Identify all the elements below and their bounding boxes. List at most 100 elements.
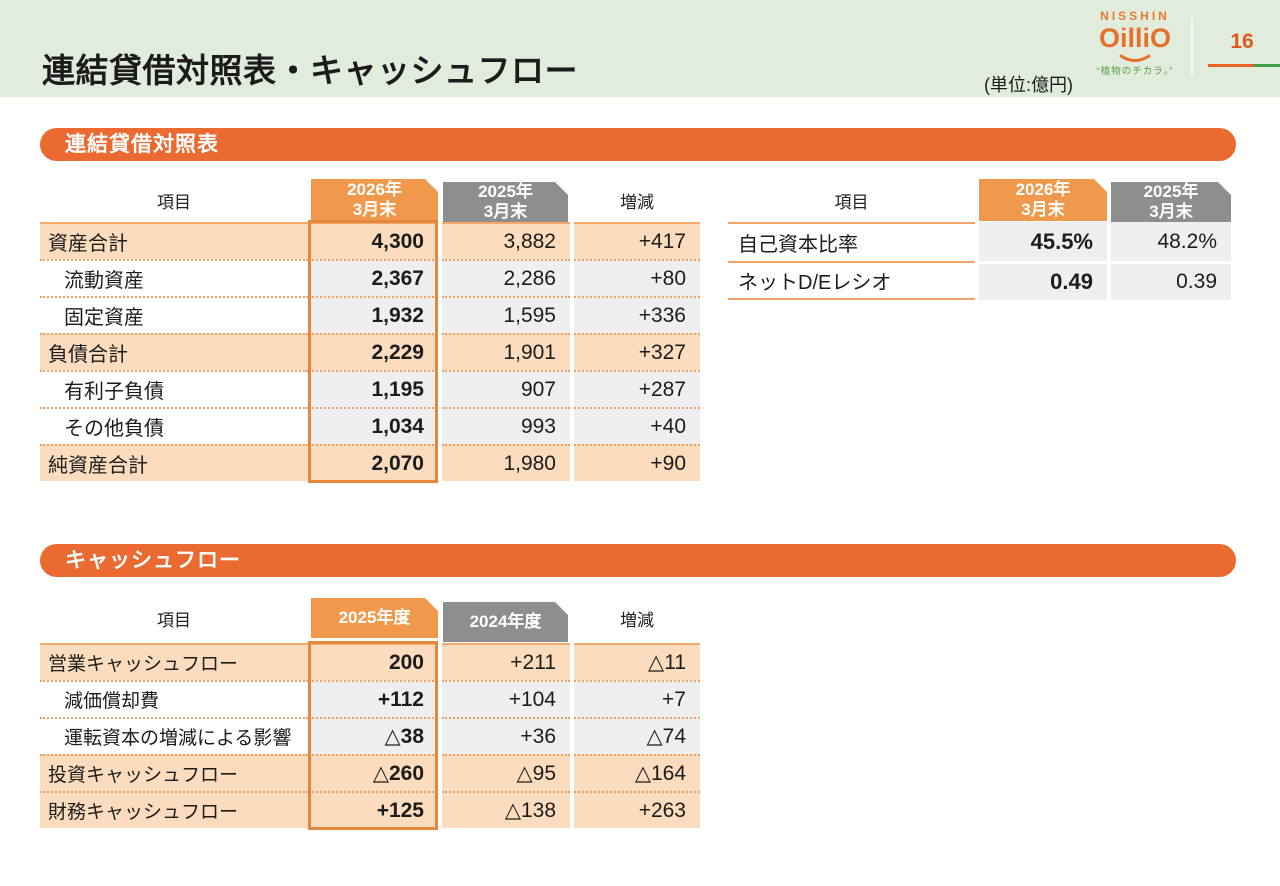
column-gap xyxy=(570,370,574,407)
column-header-change: 増減 xyxy=(620,192,654,212)
value-change: +7 xyxy=(574,680,700,717)
value-prior: △138 xyxy=(442,791,570,828)
value-current: 4,300 xyxy=(308,222,438,259)
value-prior: 907 xyxy=(442,370,570,407)
column-gap xyxy=(570,791,574,828)
column-gap xyxy=(570,643,574,680)
cashflow-table: 項目 2025年度 2024年度 増減 営業キャッシュフロー 200 +211 … xyxy=(40,598,700,830)
value-change: △164 xyxy=(574,754,700,791)
page-underline-green xyxy=(1254,64,1280,67)
column-header-item: 項目 xyxy=(834,192,869,212)
column-gap xyxy=(438,643,442,680)
row-label: ネットD/Eレシオ xyxy=(728,261,975,300)
column-header-prior: 2025年 3月末 xyxy=(443,182,568,222)
value-change: +80 xyxy=(574,259,700,296)
value-prior: +36 xyxy=(442,717,570,754)
value-current: +112 xyxy=(308,680,438,717)
ratio-table: 項目 2026年 3月末 2025年 3月末 自己資本比率 45.5% 48.2… xyxy=(728,179,1231,300)
column-gap xyxy=(438,791,442,828)
value-current: 2,070 xyxy=(308,444,438,481)
table-header-row: 項目 2026年 3月末 2025年 3月末 増減 xyxy=(40,179,700,222)
logo-oillio-text: OilliO xyxy=(1098,23,1171,54)
value-prior: △95 xyxy=(442,754,570,791)
column-gap xyxy=(1107,261,1111,300)
column-gap xyxy=(570,259,574,296)
section-banner-cashflow: キャッシュフロー xyxy=(40,544,1236,577)
table-header-row: 項目 2026年 3月末 2025年 3月末 xyxy=(728,179,1231,222)
page-underline-orange xyxy=(1208,64,1254,67)
value-current: △260 xyxy=(308,754,438,791)
row-label: その他負債 xyxy=(40,407,308,444)
row-label: 減価償却費 xyxy=(40,680,308,717)
column-header-current: 2025年度 xyxy=(311,598,438,638)
column-gap xyxy=(438,259,442,296)
column-header-current: 2026年 3月末 xyxy=(979,179,1107,221)
column-gap xyxy=(570,754,574,791)
column-header-change: 増減 xyxy=(620,610,654,630)
column-gap xyxy=(570,333,574,370)
section-banner-label: キャッシュフロー xyxy=(65,549,241,572)
column-gap xyxy=(438,333,442,370)
value-current: 0.49 xyxy=(979,261,1107,300)
balance-sheet-table: 項目 2026年 3月末 2025年 3月末 増減 資産合計 4,300 3,8… xyxy=(40,179,700,483)
value-current: 2,367 xyxy=(308,259,438,296)
value-change: +287 xyxy=(574,370,700,407)
smile-icon xyxy=(1119,54,1151,62)
page-number: 16 xyxy=(1230,30,1254,53)
row-label: 資産合計 xyxy=(40,222,308,259)
column-header-item: 項目 xyxy=(157,610,191,630)
value-prior: 1,980 xyxy=(442,444,570,481)
column-gap xyxy=(438,444,442,481)
column-gap xyxy=(438,370,442,407)
column-header-current: 2026年 3月末 xyxy=(311,179,438,221)
column-gap xyxy=(570,444,574,481)
value-prior: 3,882 xyxy=(442,222,570,259)
value-current: 1,932 xyxy=(308,296,438,333)
column-header-prior: 2024年度 xyxy=(443,602,568,642)
row-label: 有利子負債 xyxy=(40,370,308,407)
row-label: 財務キャッシュフロー xyxy=(40,791,308,828)
column-gap xyxy=(438,407,442,444)
column-gap xyxy=(438,680,442,717)
value-prior: +104 xyxy=(442,680,570,717)
column-gap xyxy=(438,222,442,259)
column-gap xyxy=(570,296,574,333)
row-label: 投資キャッシュフロー xyxy=(40,754,308,791)
value-current: 45.5% xyxy=(979,222,1107,261)
value-current: 2,229 xyxy=(308,333,438,370)
column-gap xyxy=(438,296,442,333)
row-label: 純資産合計 xyxy=(40,444,308,481)
value-change: +40 xyxy=(574,407,700,444)
row-label: 負債合計 xyxy=(40,333,308,370)
value-prior: 1,901 xyxy=(442,333,570,370)
row-label: 固定資産 xyxy=(40,296,308,333)
value-current: 200 xyxy=(308,643,438,680)
column-gap xyxy=(438,717,442,754)
value-current: 1,034 xyxy=(308,407,438,444)
row-label: 営業キャッシュフロー xyxy=(40,643,308,680)
column-gap xyxy=(570,717,574,754)
value-prior: +211 xyxy=(442,643,570,680)
value-change: +90 xyxy=(574,444,700,481)
value-prior: 993 xyxy=(442,407,570,444)
section-banner-label: 連結貸借対照表 xyxy=(65,133,219,156)
value-prior: 0.39 xyxy=(1111,261,1231,300)
table-body: 営業キャッシュフロー 200 +211 △11 減価償却費 +112 +104 … xyxy=(40,643,700,828)
row-label: 自己資本比率 xyxy=(728,222,975,261)
column-gap xyxy=(570,222,574,259)
page-title: 連結貸借対照表・キャッシュフロー xyxy=(42,52,578,89)
value-current: △38 xyxy=(308,717,438,754)
section-banner-balance-sheet: 連結貸借対照表 xyxy=(40,128,1236,161)
value-prior: 2,286 xyxy=(442,259,570,296)
table-header-row: 項目 2025年度 2024年度 増減 xyxy=(40,598,700,643)
row-label: 運転資本の増減による影響 xyxy=(40,717,308,754)
column-gap xyxy=(1107,222,1111,261)
company-logo: NISSHIN OilliO “植物のチカラ。” xyxy=(1082,9,1188,77)
divider xyxy=(1191,18,1193,75)
slide-header-band: 連結貸借対照表・キャッシュフロー (単位:億円) NISSHIN OilliO … xyxy=(0,0,1280,97)
column-gap xyxy=(975,222,979,261)
value-prior: 1,595 xyxy=(442,296,570,333)
value-change: +327 xyxy=(574,333,700,370)
column-header-prior: 2025年 3月末 xyxy=(1111,182,1231,222)
value-prior: 48.2% xyxy=(1111,222,1231,261)
